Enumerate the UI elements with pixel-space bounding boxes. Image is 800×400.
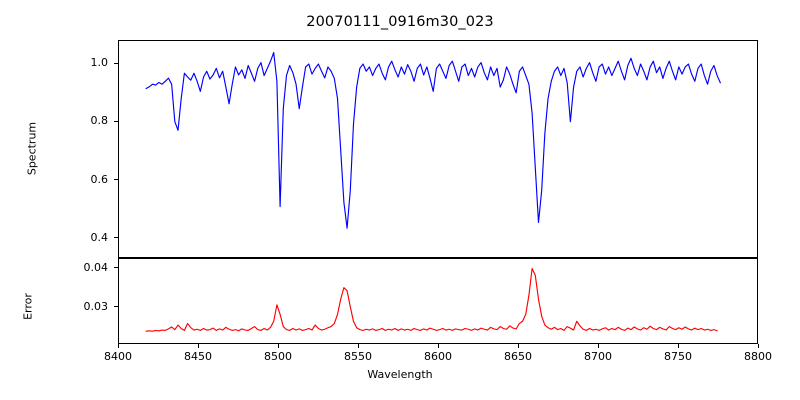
x-tick-mark <box>517 344 519 348</box>
x-tick-mark <box>677 344 679 348</box>
x-axis-label: Wavelength <box>367 368 433 381</box>
x-tick-label: 8700 <box>584 350 612 363</box>
x-tick-mark <box>357 344 359 348</box>
y-tick-label: 0.03 <box>83 299 109 313</box>
spectrum-panel <box>118 40 758 258</box>
x-tick-label: 8400 <box>104 350 132 363</box>
y-axis-label-error: Error <box>21 293 35 320</box>
x-tick-label: 8800 <box>744 350 772 363</box>
x-tick-label: 8650 <box>504 350 532 363</box>
x-tick-label: 8450 <box>184 350 212 363</box>
x-tick-label: 8500 <box>264 350 292 363</box>
x-tick-mark <box>197 344 199 348</box>
x-tick-mark <box>117 344 119 348</box>
x-tick-label: 8550 <box>344 350 372 363</box>
figure-title: 20070111_0916m30_023 <box>306 14 494 30</box>
x-tick-label: 8750 <box>664 350 692 363</box>
x-tick-mark <box>597 344 599 348</box>
spectrum-series-line <box>145 51 721 229</box>
x-tick-mark <box>437 344 439 348</box>
x-tick-mark <box>277 344 279 348</box>
x-tick-label: 8600 <box>424 350 452 363</box>
y-tick-label: 1.0 <box>90 56 109 70</box>
y-tick-label: 0.6 <box>90 172 109 186</box>
spectrum-plot-area <box>145 51 721 229</box>
y-tick-label: 0.8 <box>90 114 109 128</box>
error-plot-area <box>145 267 718 332</box>
error-series-line <box>145 267 718 332</box>
error-panel <box>118 258 758 344</box>
y-axis-label-spectrum: Spectrum <box>25 121 39 176</box>
y-tick-label: 0.4 <box>90 230 109 244</box>
y-tick-label: 0.04 <box>83 260 109 274</box>
x-tick-mark <box>757 344 759 348</box>
